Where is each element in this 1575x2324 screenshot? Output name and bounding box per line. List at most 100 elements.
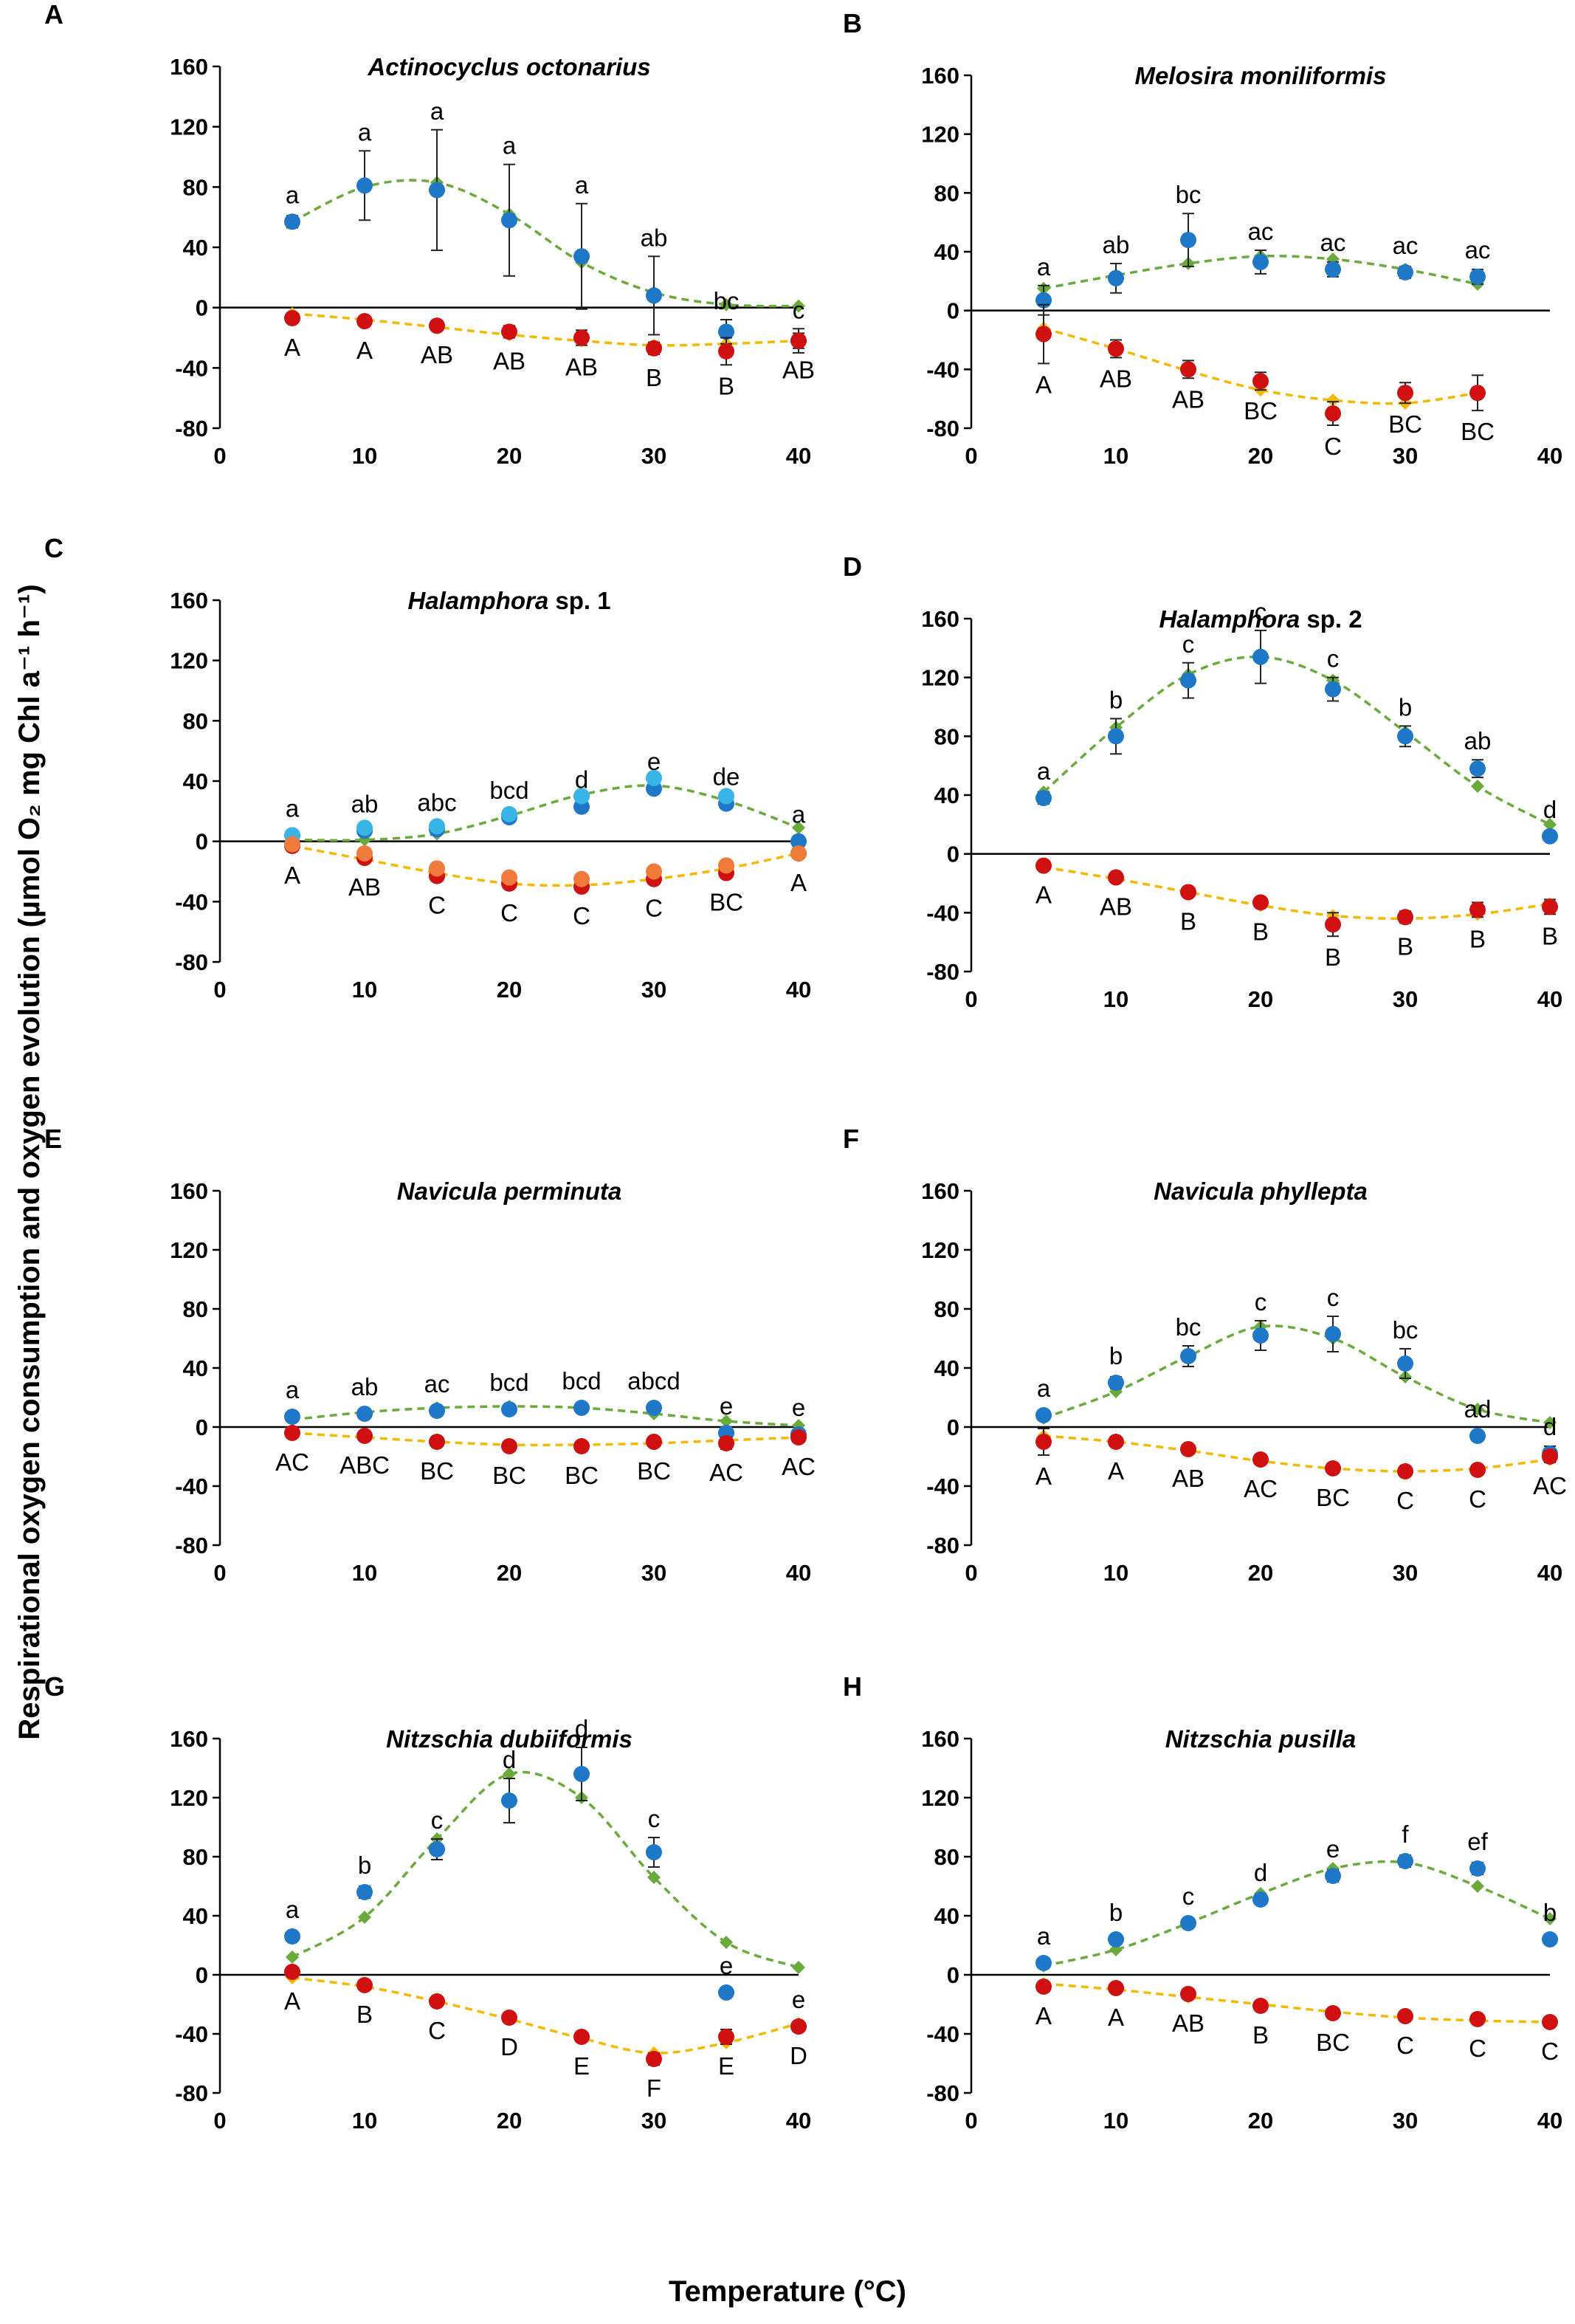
significance-letter: e: [647, 748, 661, 775]
data-point-evolution: [1035, 789, 1052, 806]
y-tick-label: 80: [183, 1296, 208, 1322]
significance-letter: B: [356, 2001, 373, 2028]
data-point-respiration: [1035, 326, 1052, 343]
panel-letter: G: [44, 1671, 65, 1702]
significance-letter: ab: [351, 1373, 379, 1400]
significance-letter: a: [286, 795, 300, 822]
panel-b: B Melosira moniliformis -80 -40 0 40 80 120 160 0…: [843, 8, 1562, 469]
fit-marker-evolution: [1543, 817, 1557, 831]
y-tick-label: 120: [921, 1237, 959, 1263]
y-tick-label: -80: [175, 949, 208, 975]
x-tick-label: 30: [641, 2108, 666, 2134]
significance-letter: B: [1397, 932, 1413, 960]
significance-letter: B: [1542, 922, 1558, 949]
data-point-respiration: [1542, 2014, 1558, 2030]
data-point-respiration: [1542, 898, 1558, 915]
data-point-evolution: [646, 769, 662, 786]
x-tick-label: 10: [1103, 986, 1128, 1012]
data-point-evolution: [646, 1844, 662, 1860]
significance-letter: D: [790, 2042, 807, 2069]
data-point-respiration: [718, 2029, 734, 2045]
significance-letter: ab: [1464, 727, 1492, 754]
data-point-respiration: [429, 860, 445, 877]
y-tick-label: 80: [183, 708, 208, 734]
data-point-evolution: [573, 1766, 590, 1782]
data-point-evolution: [1252, 648, 1269, 665]
significance-letter: A: [790, 869, 807, 896]
data-point-evolution: [1469, 1860, 1486, 1877]
significance-letter: AB: [493, 347, 525, 374]
panel-letter: E: [44, 1124, 62, 1154]
fit-marker-evolution: [358, 1911, 371, 1924]
x-tick-label: 10: [352, 2108, 377, 2134]
data-point-respiration: [1108, 340, 1124, 357]
data-point-respiration: [1252, 373, 1269, 390]
data-point-respiration: [718, 857, 734, 874]
data-point-respiration: [790, 1429, 807, 1445]
significance-letter: a: [358, 118, 372, 145]
x-tick-label: 0: [965, 443, 977, 469]
significance-letter: ac: [1393, 232, 1419, 259]
x-tick-label: 30: [641, 443, 666, 469]
data-point-evolution: [1469, 760, 1486, 777]
significance-letter: bc: [1393, 1316, 1419, 1344]
significance-letter: d: [503, 1746, 516, 1773]
significance-letter: ac: [1248, 218, 1274, 245]
x-tick-label: 30: [1393, 2108, 1418, 2134]
x-tick-label: 40: [1537, 2108, 1562, 2134]
significance-letter: c: [1182, 630, 1195, 658]
fit-marker-evolution: [792, 821, 805, 835]
data-point-evolution: [501, 805, 517, 822]
significance-letter: A: [356, 337, 373, 364]
significance-letter: AC: [782, 1453, 816, 1480]
data-point-respiration: [1469, 901, 1486, 918]
x-tick-label: 20: [497, 443, 522, 469]
data-point-evolution: [790, 833, 807, 850]
significance-letter: a: [575, 171, 589, 199]
data-point-respiration: [1397, 385, 1413, 402]
y-tick-label: -40: [175, 2021, 208, 2047]
data-point-respiration: [356, 845, 373, 862]
data-point-evolution: [1180, 1348, 1196, 1364]
fit-marker-evolution: [1471, 780, 1484, 794]
data-point-respiration: [1325, 916, 1341, 933]
significance-letter: AB: [565, 354, 598, 381]
data-point-evolution: [356, 819, 373, 836]
data-point-evolution: [646, 287, 662, 304]
significance-letter: A: [284, 862, 300, 889]
data-point-respiration: [1397, 1463, 1413, 1479]
fit-marker-evolution: [503, 1767, 516, 1781]
x-tick-label: 20: [1248, 1560, 1273, 1586]
data-point-evolution: [1108, 1931, 1124, 1947]
y-tick-label: 120: [170, 114, 208, 140]
data-point-evolution: [1325, 1868, 1341, 1884]
significance-letter: c: [1327, 1284, 1340, 1311]
y-tick-label: 80: [183, 174, 208, 200]
significance-letter: abcd: [627, 1367, 680, 1395]
y-tick-label: 160: [170, 588, 208, 613]
data-point-evolution: [718, 788, 734, 805]
data-point-respiration: [790, 332, 807, 349]
data-point-respiration: [1469, 385, 1486, 402]
data-point-evolution: [573, 788, 590, 805]
significance-letter: a: [430, 97, 444, 125]
data-point-respiration: [284, 836, 300, 853]
significance-letter: AC: [1244, 1475, 1278, 1502]
data-point-evolution: [284, 213, 300, 230]
data-point-respiration: [1325, 405, 1341, 422]
data-point-evolution: [1180, 1915, 1196, 1931]
y-tick-label: 160: [921, 606, 959, 632]
y-tick-label: 0: [196, 1962, 208, 1988]
data-point-respiration: [1180, 884, 1196, 901]
data-point-respiration: [429, 1993, 445, 2010]
significance-letter: c: [1182, 1883, 1195, 1910]
data-point-respiration: [646, 863, 662, 880]
x-tick-label: 40: [1537, 1560, 1562, 1586]
x-tick-label: 0: [965, 986, 977, 1012]
data-point-respiration: [501, 1438, 517, 1454]
fit-curve-evolution: [1042, 655, 1551, 826]
significance-letter: AB: [1172, 2010, 1204, 2037]
x-tick-label: 30: [641, 977, 666, 1003]
x-tick-label: 10: [1103, 443, 1128, 469]
